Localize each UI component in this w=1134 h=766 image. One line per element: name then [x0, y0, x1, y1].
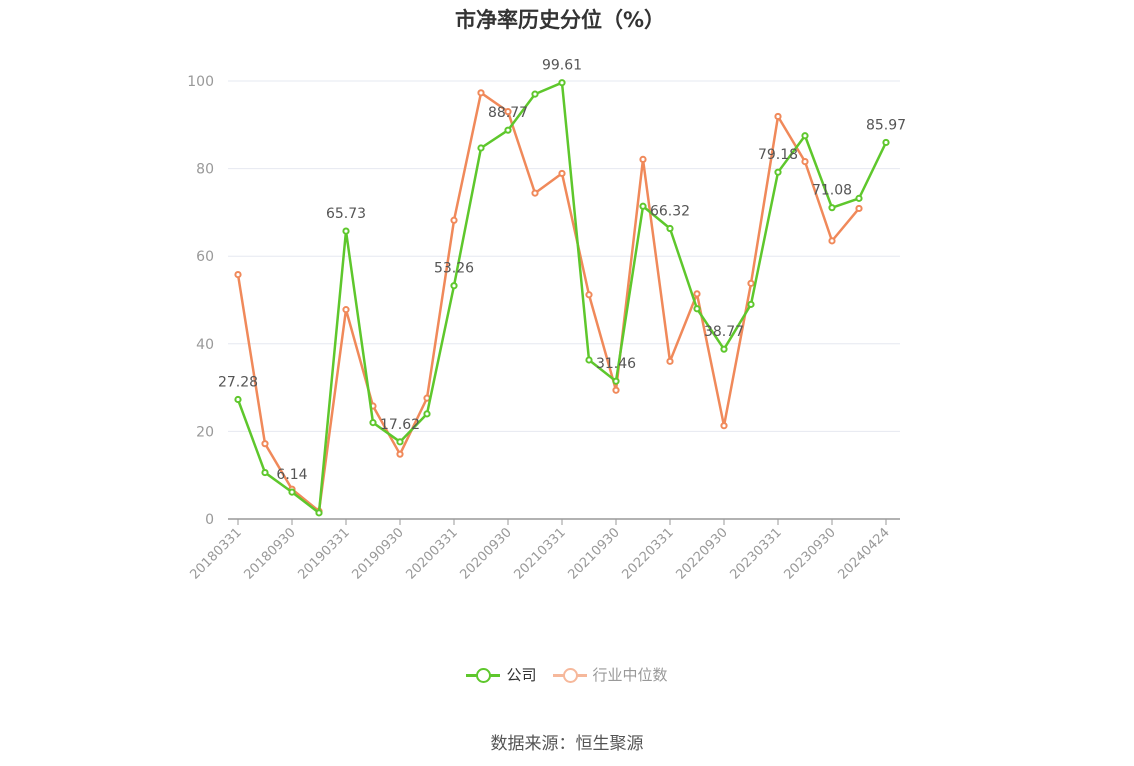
legend-swatch-company — [466, 665, 501, 685]
data-point-industry-median — [747, 279, 755, 287]
legend-swatch-industry-median — [552, 665, 587, 685]
data-point-company — [639, 202, 647, 210]
data-point-company — [828, 204, 836, 212]
data-label: 71.08 — [812, 183, 852, 199]
data-point-industry-median — [693, 290, 701, 298]
data-point-company — [504, 126, 512, 134]
data-point-company — [666, 224, 674, 233]
data-point-company — [423, 410, 431, 418]
x-tick-label: 20220331 — [619, 525, 676, 582]
x-tick-label: 20240424 — [835, 525, 892, 582]
y-tick-label: 0 — [205, 512, 214, 528]
x-tick-label: 20210930 — [565, 525, 622, 582]
x-tick-label: 20220930 — [673, 525, 730, 582]
data-point-company — [531, 90, 539, 98]
y-tick-label: 80 — [196, 162, 214, 178]
legend: 公司 行业中位数 — [0, 664, 1134, 685]
data-point-industry-median — [720, 422, 728, 430]
chart-title: 市净率历史分位（%） — [454, 8, 666, 32]
data-point-industry-median — [504, 108, 512, 116]
data-point-company — [234, 395, 242, 404]
data-point-company — [585, 356, 593, 364]
data-point-company — [801, 132, 809, 140]
data-point-industry-median — [477, 89, 485, 97]
data-label: 17.62 — [380, 417, 420, 433]
data-point-company — [342, 227, 350, 235]
data-point-industry-median — [666, 357, 674, 365]
data-point-industry-median — [585, 291, 593, 299]
x-tick-label: 20190930 — [349, 525, 406, 582]
data-point-industry-median — [612, 386, 620, 394]
data-label: 85.97 — [866, 117, 906, 133]
legend-item-company[interactable]: 公司 — [466, 664, 537, 685]
data-point-company — [612, 377, 620, 385]
x-tick-label: 20200930 — [457, 525, 514, 582]
data-point-company — [261, 468, 269, 477]
grid-lines — [228, 80, 900, 432]
x-tick-label: 20180331 — [187, 525, 244, 582]
data-label: 27.28 — [218, 375, 258, 391]
data-point-company — [720, 345, 728, 353]
data-point-company — [855, 194, 863, 202]
data-point-industry-median — [855, 204, 863, 213]
data-point-industry-median — [639, 155, 647, 164]
data-label: 66.32 — [650, 204, 690, 220]
data-source-note: 数据来源：恒生聚源 — [490, 734, 644, 754]
x-tick-label: 20230331 — [727, 525, 784, 582]
data-point-company — [774, 168, 782, 176]
data-point-industry-median — [828, 237, 836, 245]
data-point-company — [693, 305, 701, 313]
data-point-company — [558, 79, 566, 87]
data-point-industry-median — [396, 450, 404, 458]
y-tick-label: 60 — [196, 249, 214, 265]
data-point-company — [450, 282, 458, 290]
legend-item-industry-median[interactable]: 行业中位数 — [552, 664, 668, 685]
data-point-company — [747, 300, 755, 308]
data-point-company — [477, 144, 485, 152]
x-tick-label: 20180930 — [241, 525, 298, 582]
data-point-industry-median — [558, 169, 566, 178]
data-point-industry-median — [774, 112, 782, 121]
data-point-industry-median — [450, 216, 458, 224]
series-lines — [234, 79, 890, 517]
legend-label-company: 公司 — [506, 666, 537, 684]
x-tick-label: 20200331 — [403, 525, 460, 582]
data-point-industry-median — [261, 440, 269, 448]
data-point-company — [882, 138, 890, 147]
x-tick-label: 20230930 — [781, 525, 838, 582]
data-point-company — [369, 419, 377, 427]
x-tick-label: 20210331 — [511, 525, 568, 582]
y-tick-label: 100 — [187, 74, 214, 90]
data-label: 79.18 — [758, 147, 798, 163]
legend-label-industry-median: 行业中位数 — [592, 666, 668, 684]
data-point-company — [315, 509, 323, 517]
data-point-industry-median — [801, 157, 809, 166]
x-tick-label: 20190331 — [295, 525, 352, 582]
y-tick-label: 20 — [196, 424, 214, 440]
data-label: 99.61 — [542, 58, 582, 74]
data-point-company — [288, 488, 296, 496]
y-tick-label: 40 — [196, 337, 214, 353]
data-labels: 27.28 6.14 65.73 17.62 53.26 88.77 99.61 31.46 6… — [218, 58, 906, 483]
data-label: 6.14 — [276, 467, 307, 483]
data-label: 38.77 — [704, 324, 744, 340]
series-line-industry-median — [236, 91, 860, 513]
data-label: 65.73 — [326, 206, 366, 222]
data-label: 53.26 — [434, 261, 474, 277]
data-label: 88.77 — [488, 105, 528, 121]
data-point-industry-median — [342, 306, 350, 314]
data-label: 31.46 — [596, 356, 636, 372]
data-point-industry-median — [234, 270, 242, 279]
data-point-industry-median — [531, 189, 539, 197]
data-point-company — [396, 438, 404, 446]
